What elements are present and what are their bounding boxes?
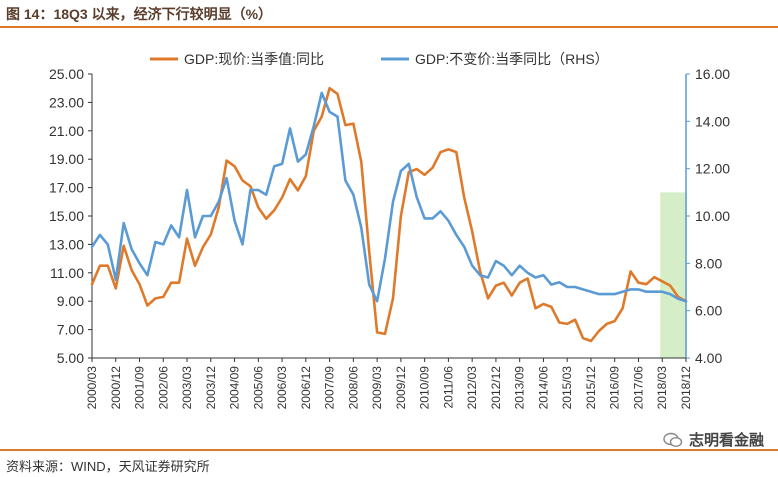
source-note: 资料来源：WIND，天风证券研究所: [6, 459, 210, 474]
title-divider: [0, 26, 778, 28]
y-tick-label: 7.00: [57, 322, 84, 338]
series-line-nominal-gdp: [90, 86, 688, 343]
x-tick-label: 2010/09: [418, 366, 432, 410]
x-tick-label: 2018/03: [655, 366, 669, 410]
y2-tick-label: 16.00: [695, 66, 730, 82]
x-tick-label: 2000/03: [85, 366, 99, 410]
y2-tick-label: 4.00: [695, 350, 722, 366]
legend: GDP:现价:当季值:同比 GDP:不变价:当季同比（RHS）: [150, 51, 609, 67]
x-tick-label: 2006/12: [299, 366, 313, 410]
y2-tick-label: 6.00: [695, 303, 722, 319]
x-tick-label: 2012/03: [465, 366, 479, 410]
y2-tick-label: 14.00: [695, 113, 730, 129]
x-tick-label: 2007/09: [323, 366, 337, 410]
series-layer: [90, 86, 688, 343]
series-line-real-gdp: [90, 91, 688, 303]
tick-labels: 25.00 23.00 21.00 19.00 17.00 15.00 13.00 11.00…: [49, 66, 730, 409]
y-tick-label: 15.00: [49, 208, 84, 224]
x-tick-label: 2017/06: [631, 366, 645, 410]
x-tick-label: 2009/12: [394, 366, 408, 410]
x-tick-label: 2014/06: [536, 366, 550, 410]
figure-title: 图 14：18Q3 以来，经济下行较明显（%）: [6, 6, 273, 22]
y2-tick-label: 10.00: [695, 208, 730, 224]
highlight-layer: [660, 192, 687, 358]
x-tick-label: 2016/09: [608, 366, 622, 410]
x-tick-label: 2003/03: [180, 366, 194, 410]
x-tick-label: 2003/12: [204, 366, 218, 410]
y2-tick-label: 8.00: [695, 255, 722, 271]
x-tick-label: 2012/12: [489, 366, 503, 410]
source-divider: [0, 449, 778, 451]
gdp-line-chart: 25.00 23.00 21.00 19.00 17.00 15.00 13.00 11.00…: [49, 51, 730, 409]
highlight-region: [660, 192, 687, 358]
y2-tick-label: 12.00: [695, 161, 730, 177]
legend-label-real: GDP:不变价:当季同比（RHS）: [415, 51, 609, 67]
y-tick-label: 21.00: [49, 123, 84, 139]
x-tick-label: 2008/06: [346, 366, 360, 410]
y-tick-label: 11.00: [50, 265, 84, 281]
watermark: 志明看金融: [663, 429, 764, 450]
wechat-logo-icon: [663, 432, 683, 447]
x-tick-label: 2015/03: [560, 366, 574, 410]
y-tick-label: 13.00: [49, 236, 84, 252]
x-tick-label: 2001/09: [133, 366, 147, 410]
y-tick-label: 17.00: [49, 180, 84, 196]
x-tick-label: 2009/03: [370, 366, 384, 410]
x-tick-label: 2018/12: [679, 366, 693, 410]
x-tick-label: 2006/03: [275, 366, 289, 410]
watermark-text: 志明看金融: [688, 432, 764, 449]
axes-layer: [88, 73, 690, 362]
y-tick-label: 9.00: [57, 293, 84, 309]
y-tick-label: 5.00: [57, 350, 84, 366]
y-tick-label: 19.00: [49, 151, 84, 167]
x-tick-label: 2013/09: [513, 366, 527, 410]
title-bar: 图 14：18Q3 以来，经济下行较明显（%）: [0, 0, 778, 26]
y-tick-label: 23.00: [49, 94, 84, 110]
x-tick-label: 2005/06: [251, 366, 265, 410]
x-tick-label: 2015/12: [584, 366, 598, 410]
x-tick-label: 2011/06: [441, 366, 455, 409]
y-tick-label: 25.00: [49, 66, 84, 82]
x-tick-label: 2000/12: [109, 366, 123, 410]
x-tick-label: 2002/06: [156, 366, 170, 410]
legend-label-nominal: GDP:现价:当季值:同比: [184, 51, 324, 67]
x-tick-label: 2004/09: [228, 366, 242, 410]
